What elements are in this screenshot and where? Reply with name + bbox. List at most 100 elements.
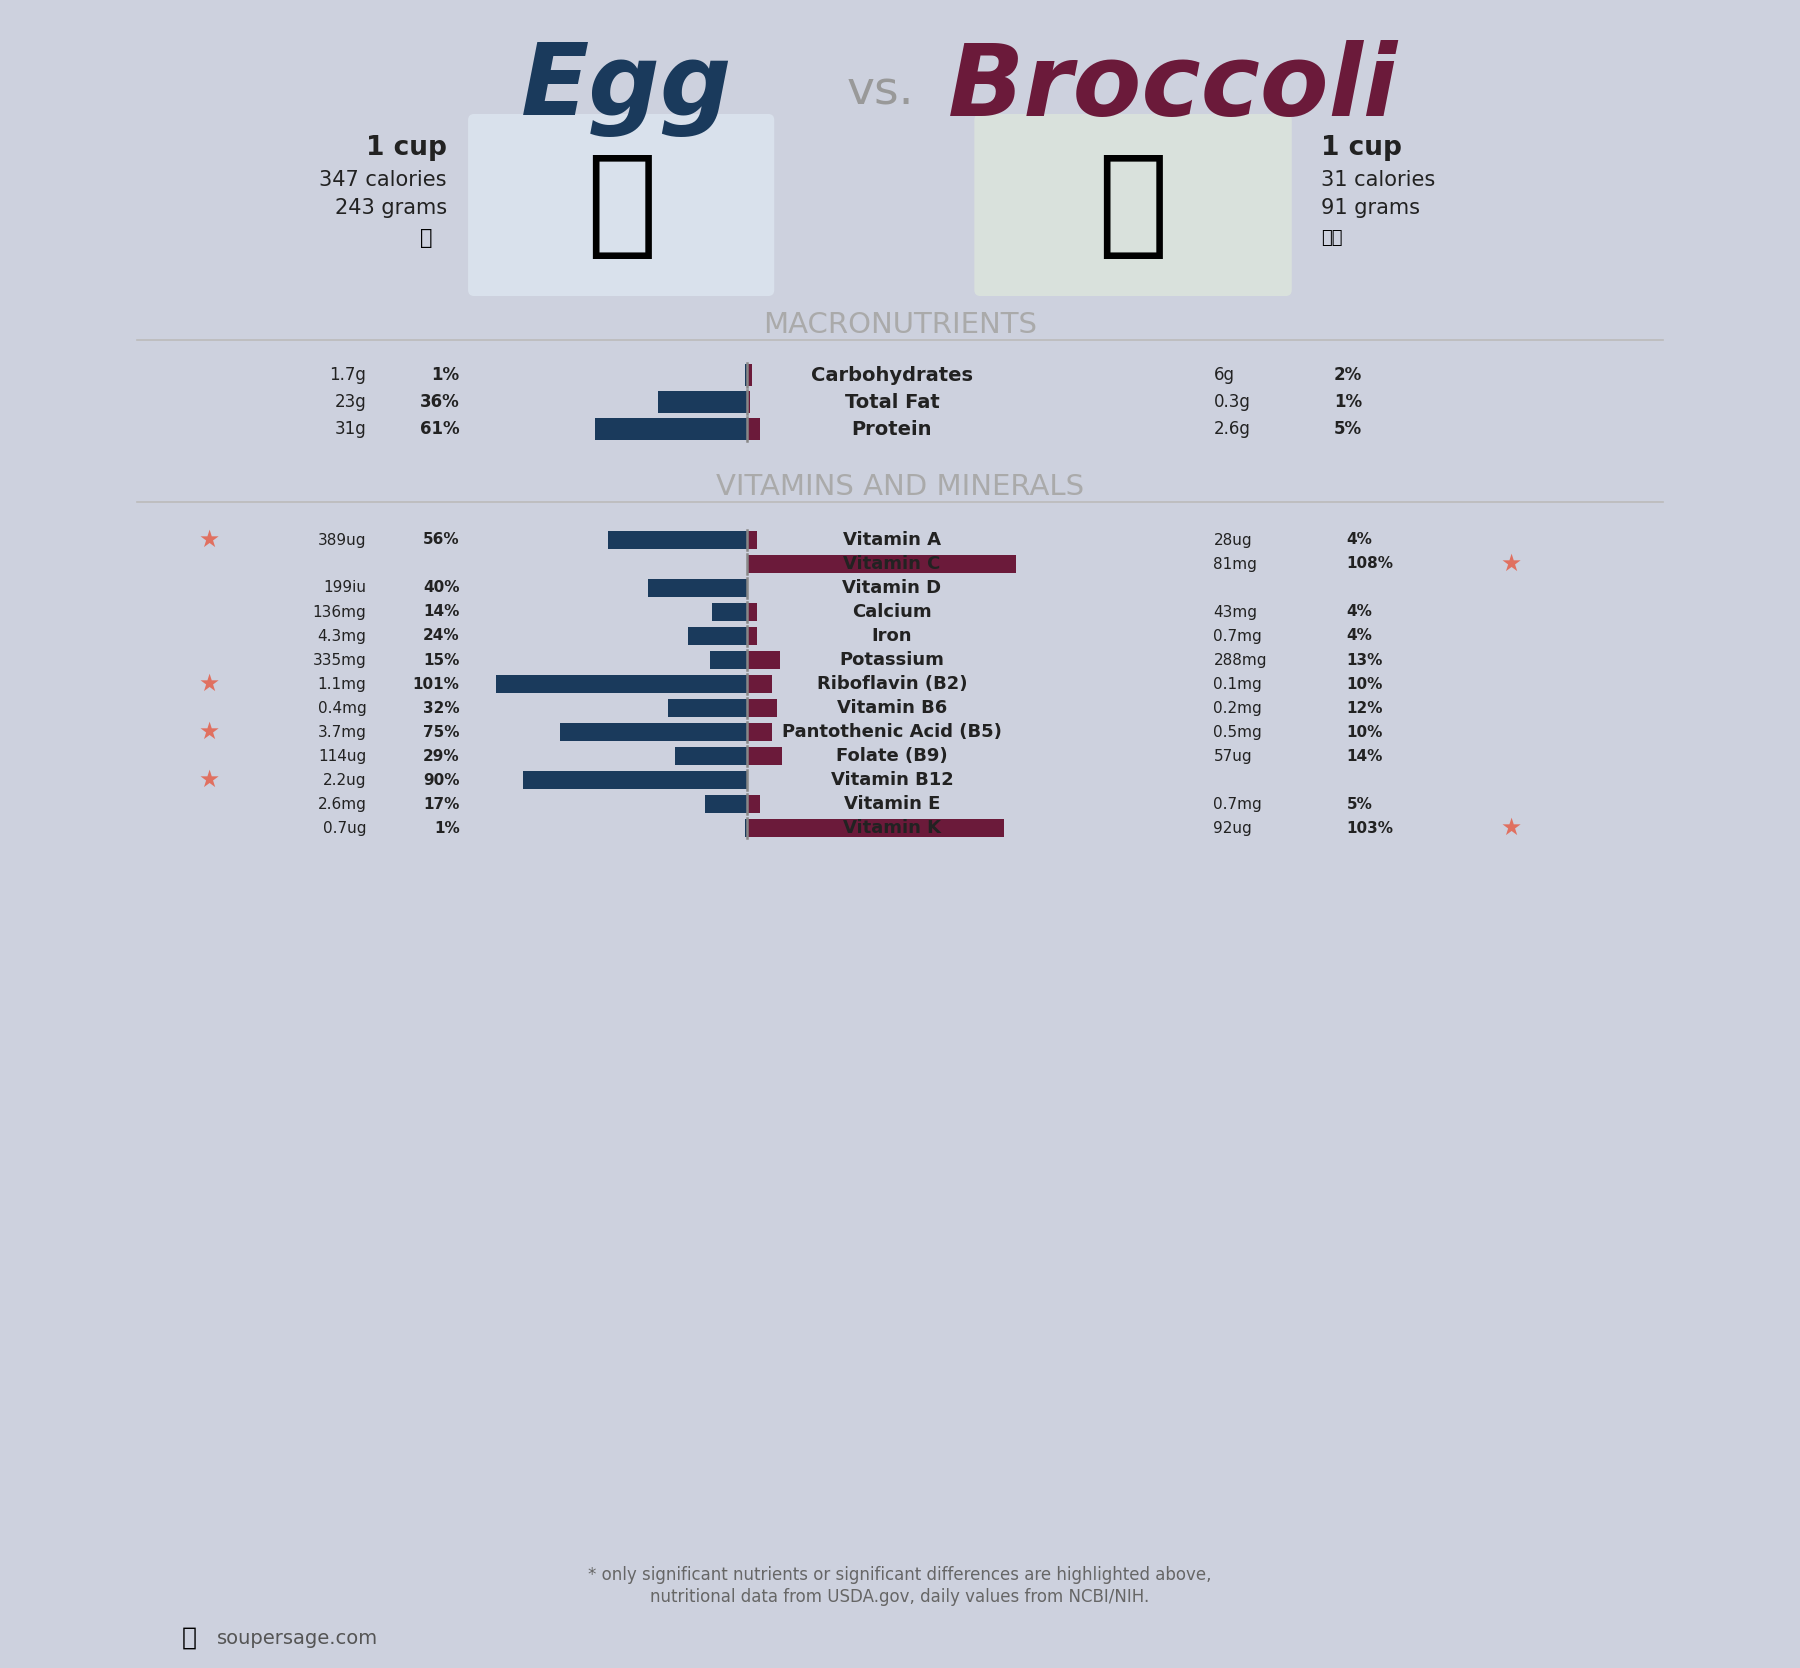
Text: Vitamin K: Vitamin K — [842, 819, 941, 837]
Text: 6g: 6g — [1213, 365, 1235, 384]
Text: Broccoli: Broccoli — [949, 40, 1399, 137]
Bar — [648, 579, 747, 597]
Bar — [709, 651, 747, 669]
Text: Folate (B9): Folate (B9) — [837, 747, 949, 766]
Text: 4.3mg: 4.3mg — [317, 629, 367, 644]
Text: 10%: 10% — [1346, 724, 1382, 739]
Text: nutritional data from USDA.gov, daily values from NCBI/NIH.: nutritional data from USDA.gov, daily va… — [650, 1588, 1150, 1606]
Bar — [747, 530, 758, 549]
Bar — [713, 604, 747, 620]
Text: 1.7g: 1.7g — [329, 365, 367, 384]
Bar — [747, 555, 1017, 574]
Bar — [747, 699, 778, 717]
Text: 4%: 4% — [1346, 604, 1373, 619]
Text: 2.6g: 2.6g — [1213, 420, 1251, 439]
Text: vs.: vs. — [848, 70, 914, 115]
Bar — [596, 419, 747, 440]
Bar — [747, 676, 772, 692]
Text: Vitamin E: Vitamin E — [844, 796, 940, 812]
Text: 4%: 4% — [1346, 629, 1373, 644]
Text: 5%: 5% — [1334, 420, 1363, 439]
Text: 75%: 75% — [423, 724, 459, 739]
Bar — [747, 604, 758, 620]
Text: Vitamin D: Vitamin D — [842, 579, 941, 597]
Bar — [747, 651, 779, 669]
Text: 0.3g: 0.3g — [1213, 394, 1251, 410]
Text: 28ug: 28ug — [1213, 532, 1253, 547]
Text: Vitamin C: Vitamin C — [842, 555, 941, 574]
Text: 43mg: 43mg — [1213, 604, 1258, 619]
Text: 14%: 14% — [423, 604, 459, 619]
Bar — [668, 699, 747, 717]
Text: Protein: Protein — [851, 419, 932, 439]
Text: 335mg: 335mg — [313, 652, 367, 667]
Text: 1%: 1% — [1334, 394, 1363, 410]
Bar — [747, 419, 760, 440]
Text: 🥦: 🥦 — [1098, 147, 1168, 262]
Text: ★: ★ — [1499, 552, 1521, 575]
Text: 81mg: 81mg — [1213, 557, 1256, 572]
Text: 13%: 13% — [1346, 652, 1382, 667]
Text: 🌱: 🌱 — [419, 229, 432, 249]
Text: 0.7ug: 0.7ug — [322, 821, 367, 836]
Text: 1 cup: 1 cup — [1321, 135, 1402, 162]
Text: ★: ★ — [198, 767, 220, 792]
Text: 288mg: 288mg — [1213, 652, 1267, 667]
Text: ★: ★ — [198, 721, 220, 744]
Text: Vitamin A: Vitamin A — [842, 530, 941, 549]
Text: 2%: 2% — [1334, 365, 1363, 384]
Text: Vitamin B6: Vitamin B6 — [837, 699, 947, 717]
Text: 36%: 36% — [419, 394, 459, 410]
Text: 90%: 90% — [423, 772, 459, 787]
Text: 0.2mg: 0.2mg — [1213, 701, 1262, 716]
Text: 92ug: 92ug — [1213, 821, 1253, 836]
Text: 1%: 1% — [434, 821, 459, 836]
Text: 103%: 103% — [1346, 821, 1393, 836]
Text: 10%: 10% — [1346, 677, 1382, 692]
Bar — [747, 390, 751, 414]
Bar — [657, 390, 747, 414]
Text: 0.7mg: 0.7mg — [1213, 797, 1262, 812]
Text: 31g: 31g — [335, 420, 367, 439]
Text: Total Fat: Total Fat — [844, 392, 940, 412]
Bar — [747, 747, 783, 766]
Text: 56%: 56% — [423, 532, 459, 547]
Text: 108%: 108% — [1346, 557, 1393, 572]
Text: 23g: 23g — [335, 394, 367, 410]
Text: 199iu: 199iu — [324, 580, 367, 595]
Text: 1.1mg: 1.1mg — [317, 677, 367, 692]
Bar — [745, 364, 747, 385]
Text: MACRONUTRIENTS: MACRONUTRIENTS — [763, 310, 1037, 339]
Text: Pantothenic Acid (B5): Pantothenic Acid (B5) — [781, 722, 1003, 741]
Text: 2.6mg: 2.6mg — [317, 797, 367, 812]
Text: Egg: Egg — [520, 40, 733, 137]
Bar — [688, 627, 747, 646]
Text: 1%: 1% — [432, 365, 459, 384]
Text: 0.4mg: 0.4mg — [317, 701, 367, 716]
Text: 243 grams: 243 grams — [335, 198, 446, 219]
Text: 🥚: 🥚 — [585, 147, 657, 262]
Text: 114ug: 114ug — [319, 749, 367, 764]
Bar — [745, 819, 747, 837]
Text: 57ug: 57ug — [1213, 749, 1253, 764]
Bar — [747, 364, 752, 385]
Text: 101%: 101% — [412, 677, 459, 692]
Text: 31 calories: 31 calories — [1321, 170, 1435, 190]
Text: VITAMINS AND MINERALS: VITAMINS AND MINERALS — [716, 474, 1084, 500]
Text: 29%: 29% — [423, 749, 459, 764]
Text: ★: ★ — [198, 529, 220, 552]
Text: 14%: 14% — [1346, 749, 1382, 764]
Text: 2.2ug: 2.2ug — [322, 772, 367, 787]
Bar — [747, 796, 760, 812]
Text: 12%: 12% — [1346, 701, 1382, 716]
Text: 17%: 17% — [423, 797, 459, 812]
Text: 0.1mg: 0.1mg — [1213, 677, 1262, 692]
Text: Calcium: Calcium — [851, 604, 932, 620]
Text: 91 grams: 91 grams — [1321, 198, 1420, 219]
Text: * only significant nutrients or significant differences are highlighted above,: * only significant nutrients or signific… — [589, 1566, 1211, 1585]
Text: 15%: 15% — [423, 652, 459, 667]
Text: ★: ★ — [1499, 816, 1521, 841]
Text: 3.7mg: 3.7mg — [317, 724, 367, 739]
Text: 347 calories: 347 calories — [319, 170, 446, 190]
Text: 24%: 24% — [423, 629, 459, 644]
